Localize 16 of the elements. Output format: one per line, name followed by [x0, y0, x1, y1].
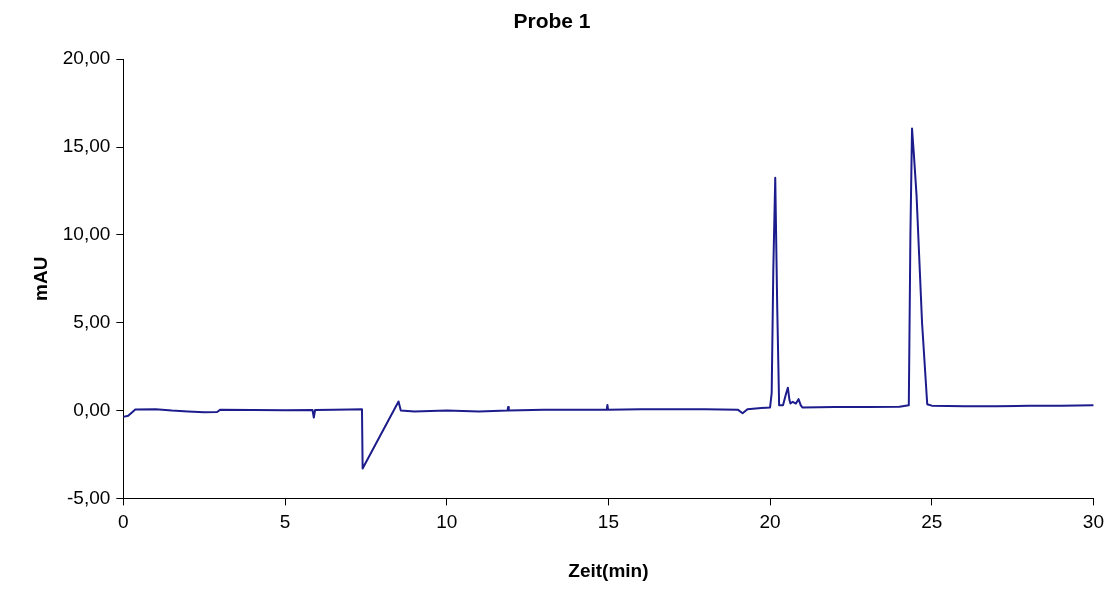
x-tick-label: 10	[436, 511, 458, 533]
x-tick-label: 20	[759, 511, 781, 533]
x-tick-label: 25	[921, 511, 943, 533]
chart-title: Probe 1	[513, 9, 591, 33]
x-tick-label: 30	[1082, 511, 1104, 533]
y-tick-label: -5,00	[67, 486, 111, 508]
y-tick-label: 0,00	[73, 398, 111, 420]
y-tick-label: 10,00	[62, 223, 111, 245]
y-tick-label: 5,00	[73, 310, 111, 332]
x-tick-label: 15	[597, 511, 619, 533]
x-tick-label: 5	[279, 511, 291, 533]
y-axis-title: mAU	[29, 256, 51, 301]
y-tick-label: 15,00	[62, 135, 111, 157]
x-tick-label: 0	[118, 511, 129, 533]
y-tick-label: 20,00	[62, 47, 111, 69]
x-axis-title: Zeit(min)	[568, 559, 649, 581]
